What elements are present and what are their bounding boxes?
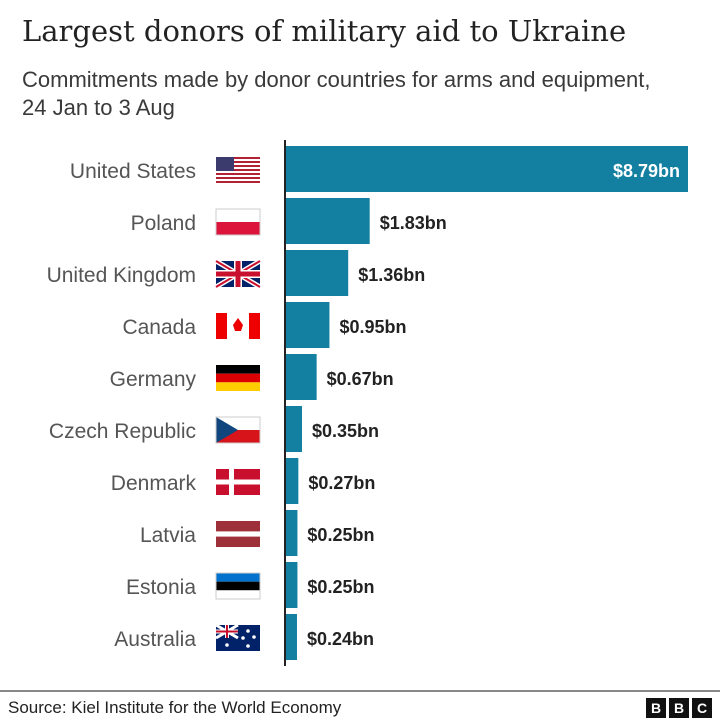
bar [286, 198, 370, 244]
category-label: Australia [114, 628, 196, 651]
latvia-flag-icon [216, 521, 260, 547]
bar-row: Poland $1.83bn [131, 198, 447, 244]
bar-row: Australia $0.24bn [114, 614, 374, 660]
data-label: $0.25bn [307, 525, 374, 545]
category-label: United States [70, 160, 196, 183]
footer: Source: Kiel Institute for the World Eco… [0, 690, 720, 722]
estonia-flag-icon [215, 572, 261, 600]
chart-title: Largest donors of military aid to Ukrain… [22, 14, 627, 48]
bar [286, 250, 349, 296]
uk-flag-icon [214, 258, 262, 290]
czech-flag-icon [215, 416, 261, 444]
category-label: Poland [131, 212, 196, 235]
australia-flag-icon [215, 623, 260, 651]
category-label: Germany [110, 368, 197, 391]
bar [286, 510, 298, 556]
data-label: $1.83bn [380, 213, 447, 233]
category-label: Canada [122, 316, 196, 339]
germany-flag-icon [216, 365, 260, 391]
bar-row: United Kingdom $1.36bn [47, 250, 425, 296]
bar [286, 354, 317, 400]
bar-row: Canada $0.95bn [122, 302, 406, 348]
chart-subtitle: Commitments made by donor countries for … [22, 67, 651, 120]
bar [286, 458, 299, 504]
category-label: Czech Republic [49, 420, 196, 443]
bar [286, 406, 303, 452]
category-label: Denmark [111, 472, 197, 495]
bar-row: Estonia $0.25bn [126, 562, 374, 608]
us-flag-icon [216, 157, 260, 183]
category-label: Latvia [140, 524, 196, 547]
poland-flag-icon [215, 208, 261, 236]
bar [286, 146, 688, 192]
data-label: $0.27bn [308, 473, 375, 493]
source-note: Source: Kiel Institute for the World Eco… [8, 698, 342, 717]
bar-chart: United States $8.79bn Poland $1.83bn United … [47, 140, 688, 666]
category-label: Estonia [126, 576, 196, 599]
bar-row: Czech Republic $0.35bn [49, 406, 379, 452]
bar-row: United States $8.79bn [70, 146, 688, 192]
denmark-flag-icon [216, 469, 260, 495]
bar [286, 302, 330, 348]
data-label: $1.36bn [358, 265, 425, 285]
bar-row: Latvia $0.25bn [140, 510, 374, 556]
data-label: $0.24bn [307, 629, 374, 649]
data-label: $0.35bn [312, 421, 379, 441]
bar [286, 562, 298, 608]
canada-flag-icon [216, 313, 260, 339]
data-label: $8.79bn [613, 161, 680, 181]
category-label: United Kingdom [47, 264, 196, 287]
bar [286, 614, 297, 660]
bar-row: Denmark $0.27bn [111, 458, 375, 504]
bar-row: Germany $0.67bn [110, 354, 394, 400]
data-label: $0.67bn [327, 369, 394, 389]
data-label: $0.25bn [307, 577, 374, 597]
data-label: $0.95bn [339, 317, 406, 337]
